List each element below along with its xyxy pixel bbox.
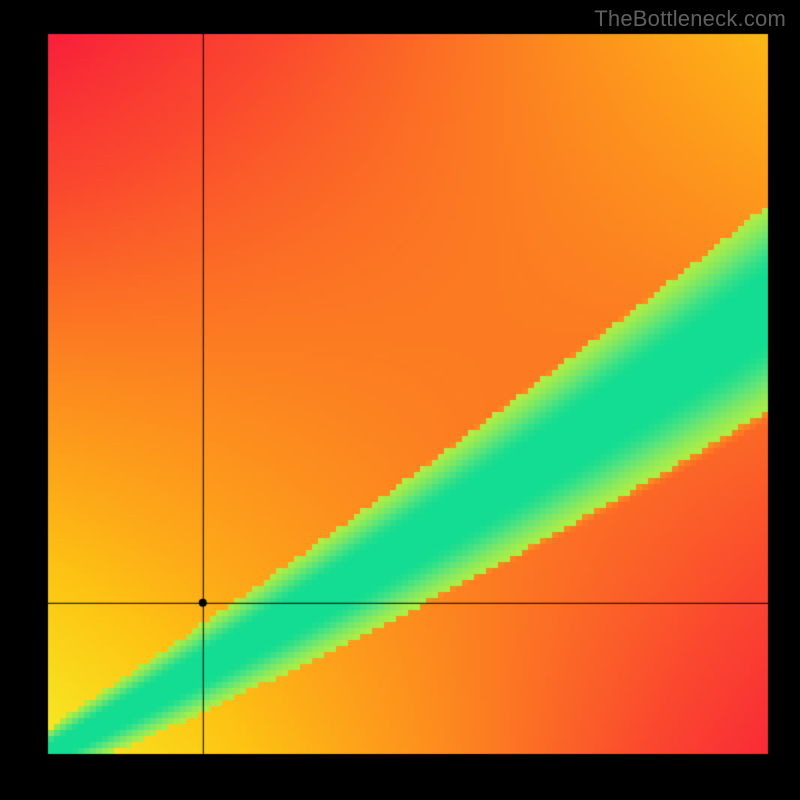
heatmap-canvas <box>0 0 800 800</box>
chart-container: TheBottleneck.com <box>0 0 800 800</box>
watermark-text: TheBottleneck.com <box>594 6 786 32</box>
